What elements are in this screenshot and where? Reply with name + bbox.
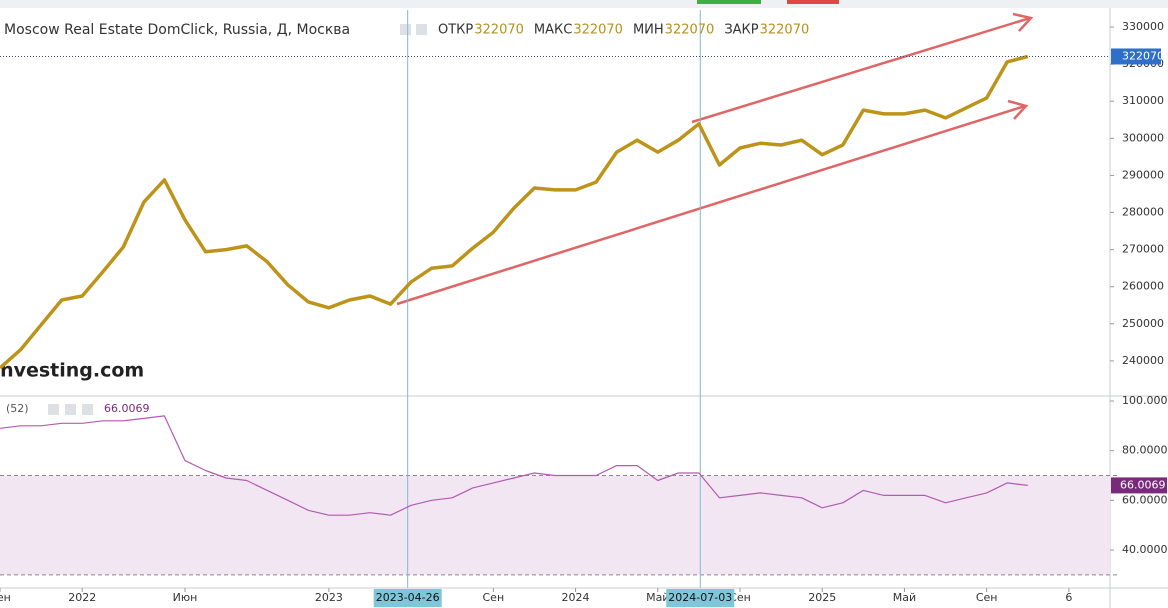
indicator-title: (52) <box>6 402 29 415</box>
settings-icon[interactable] <box>48 404 59 415</box>
y-tick-label: 80.0000 <box>1122 444 1168 457</box>
quote-value: 322070 <box>665 23 715 38</box>
y-tick-label: 260000 <box>1122 280 1164 293</box>
trend-line <box>396 104 1026 306</box>
x-tick-label: Сен <box>729 591 751 604</box>
quote-value: 322070 <box>760 23 810 38</box>
crosshair-label: 2023-04-26 <box>376 591 440 604</box>
close-icon[interactable] <box>82 404 93 415</box>
crosshair-label-box <box>373 589 442 607</box>
chart-title: Moscow Real Estate DomClick, Russia, Д, … <box>4 22 350 38</box>
quote-value: 322070 <box>474 23 524 38</box>
quote-value: 322070 <box>573 23 623 38</box>
x-tick-label: Май <box>893 591 916 604</box>
watermark: Investing.com <box>0 360 144 382</box>
y-tick-label: 100.0000 <box>1122 394 1168 407</box>
x-tick-label: 2024 <box>562 591 590 604</box>
trend-arrows <box>396 12 1034 306</box>
arrow-head <box>1007 99 1029 120</box>
y-tick-label: 60.0000 <box>1122 493 1168 506</box>
crosshair-label: 2024-07-03 <box>668 591 732 604</box>
x-tick-label: Сен <box>483 591 505 604</box>
y-tick-label: 40.0000 <box>1122 543 1168 556</box>
x-tick-label: Сен <box>0 591 11 604</box>
buy-button[interactable] <box>697 0 761 4</box>
x-tick-label: 2023 <box>315 591 343 604</box>
y-tick-label: 280000 <box>1122 206 1164 219</box>
indicator-value: 66.0069 <box>104 402 150 415</box>
y-tick-label: 240000 <box>1122 354 1164 367</box>
trend-line <box>691 16 1031 124</box>
close-icon[interactable] <box>416 24 427 35</box>
y-tick-label: 300000 <box>1122 131 1164 144</box>
quote-label: МАКС <box>534 23 572 38</box>
x-tick-label: 6 <box>1065 591 1072 604</box>
quote-label: ОТКР <box>438 23 473 38</box>
y-tick-label: 270000 <box>1122 243 1164 256</box>
last-rsi-box <box>1111 477 1167 494</box>
toolbar <box>0 0 1168 8</box>
y-tick-label: 250000 <box>1122 317 1164 330</box>
sell-button[interactable] <box>787 0 839 4</box>
x-tick-label: Июн <box>173 591 198 604</box>
y-tick-label: 310000 <box>1122 94 1164 107</box>
x-tick-label: 2022 <box>68 591 96 604</box>
settings-icon[interactable] <box>65 404 76 415</box>
last-rsi-label: 66.0069 <box>1120 478 1166 491</box>
x-tick-label: Сен <box>976 591 998 604</box>
last-price-label: 322070 <box>1122 49 1164 62</box>
x-tick-label: Май <box>646 591 669 604</box>
arrow-head <box>1012 12 1034 32</box>
y-tick-label: 290000 <box>1122 168 1164 181</box>
quote-label: МИН <box>633 23 664 38</box>
crosshair-label-box <box>666 589 735 607</box>
last-price-box <box>1111 48 1161 65</box>
settings-icon[interactable] <box>400 24 411 35</box>
rsi-band <box>0 475 1110 575</box>
y-tick-label: 330000 <box>1122 20 1164 33</box>
series-line <box>0 54 1029 370</box>
x-tick-label: 2025 <box>808 591 836 604</box>
series-line <box>0 415 1028 516</box>
quote-label: ЗАКР <box>724 23 758 38</box>
